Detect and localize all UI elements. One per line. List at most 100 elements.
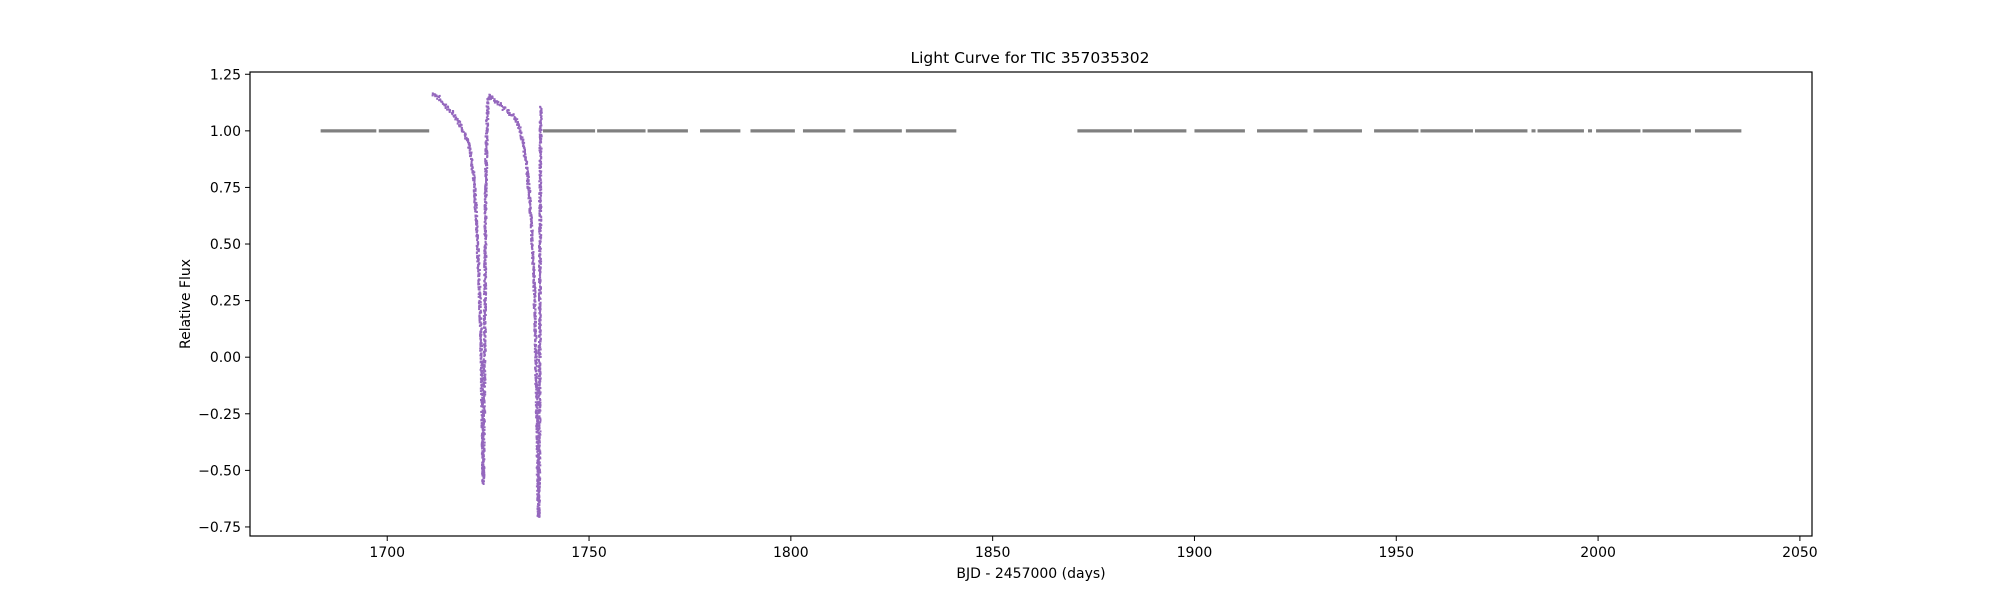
flux-point <box>524 149 526 152</box>
flux-point <box>539 303 542 306</box>
flux-point <box>537 483 540 486</box>
flux-point <box>535 473 538 476</box>
flux-point <box>483 441 486 444</box>
flux-point <box>531 260 534 263</box>
flux-point <box>538 479 541 482</box>
flux-point <box>478 286 481 289</box>
flux-point <box>540 287 542 290</box>
flux-point <box>535 405 538 408</box>
flux-point <box>536 412 539 415</box>
flux-point <box>530 234 532 237</box>
flux-point <box>519 130 522 133</box>
flux-point <box>536 489 539 492</box>
flux-point <box>508 114 511 116</box>
flux-point <box>483 374 486 377</box>
x-tick-label: 1950 <box>1378 545 1414 561</box>
flux-point <box>530 220 533 223</box>
flux-point <box>513 116 516 118</box>
flux-point <box>533 334 536 337</box>
flux-point <box>482 331 485 334</box>
flux-point <box>538 133 541 136</box>
flux-point <box>460 126 463 129</box>
flux-point <box>527 191 530 194</box>
flux-point <box>539 189 542 192</box>
flux-point <box>481 429 484 431</box>
flux-point <box>527 197 530 200</box>
flux-point <box>474 192 477 195</box>
flux-point <box>538 294 540 297</box>
flux-point <box>537 497 540 500</box>
flux-point <box>482 434 485 437</box>
flux-point <box>540 160 542 163</box>
flux-point <box>539 362 542 365</box>
flux-point <box>537 450 540 453</box>
flux-point <box>484 186 487 189</box>
flux-point <box>538 501 541 504</box>
flux-point <box>539 159 541 162</box>
flux-point <box>538 144 541 147</box>
flux-point <box>528 208 531 210</box>
flux-point <box>507 112 509 114</box>
flux-point <box>537 462 540 465</box>
flux-point <box>483 266 486 268</box>
flux-point <box>538 439 540 442</box>
flux-point <box>529 191 532 194</box>
flux-point <box>482 359 485 362</box>
flux-point <box>483 206 486 209</box>
flux-point <box>527 193 530 196</box>
flux-point <box>454 116 457 119</box>
flux-point <box>538 330 541 333</box>
flux-point <box>535 431 538 434</box>
flux-point <box>536 396 539 399</box>
flux-point <box>447 108 450 111</box>
flux-point <box>540 147 543 150</box>
flux-point <box>538 295 540 298</box>
flux-point <box>538 170 541 172</box>
flux-point <box>533 325 536 328</box>
flux-point <box>538 307 541 310</box>
flux-point <box>539 109 542 112</box>
flux-point <box>493 98 496 101</box>
flux-point <box>538 513 541 516</box>
flux-point <box>527 180 530 183</box>
flux-point <box>537 477 540 480</box>
flux-point <box>483 420 486 423</box>
flux-point <box>539 291 542 294</box>
flux-point <box>483 340 486 343</box>
flux-point <box>531 262 534 265</box>
flux-point <box>538 424 541 427</box>
flux-point <box>538 334 541 337</box>
flux-point <box>538 186 541 189</box>
flux-point <box>538 212 541 215</box>
flux-point <box>534 317 537 320</box>
flux-point <box>539 477 542 480</box>
flux-point <box>537 444 540 447</box>
flux-point <box>481 383 484 386</box>
flux-point <box>485 132 488 135</box>
flux-point <box>478 308 481 311</box>
data-layer <box>320 92 1742 518</box>
flux-point <box>539 316 542 319</box>
flux-point <box>533 293 535 296</box>
flux-point <box>484 222 487 225</box>
flux-point <box>473 201 476 204</box>
flux-point <box>483 379 486 382</box>
flux-point <box>483 248 486 251</box>
flux-point <box>527 195 530 198</box>
flux-point <box>485 181 487 184</box>
flux-point <box>532 281 535 284</box>
flux-point <box>535 388 538 391</box>
flux-point <box>536 440 539 443</box>
flux-point <box>485 142 488 145</box>
flux-point <box>486 136 488 139</box>
flux-point <box>483 408 486 411</box>
flux-point <box>479 333 482 336</box>
flux-point <box>538 192 541 194</box>
flux-point <box>538 400 541 403</box>
flux-point <box>524 151 526 154</box>
flux-point <box>452 111 455 114</box>
flux-point <box>480 385 483 388</box>
flux-point <box>482 363 485 366</box>
flux-point <box>453 115 456 118</box>
